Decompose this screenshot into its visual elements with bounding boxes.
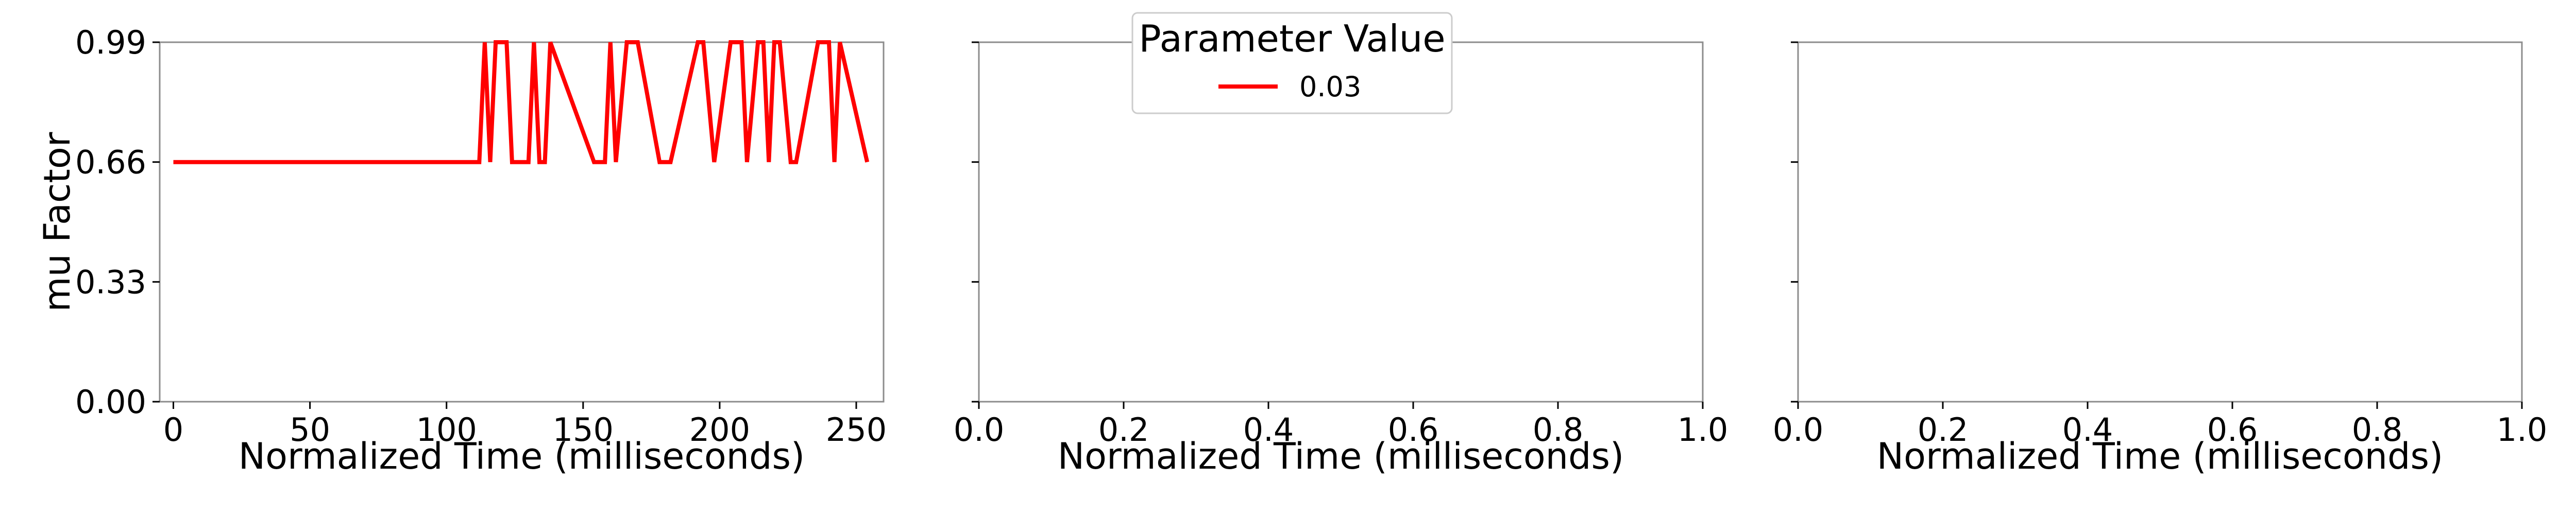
x-axis-label: Normalized Time (milliseconds): [1877, 435, 2444, 477]
chart-panel-3: 0.0 0.2 0.4 0.6 0.8 1.0 Normalized Time (milli…: [1773, 41, 2548, 477]
y-axis-label: mu Factor: [36, 132, 78, 312]
x-tick-label: 250: [826, 411, 887, 449]
x-tick-label: 0.8: [1533, 411, 1584, 449]
x-tick-label: 100: [416, 411, 477, 449]
y-tick-label: 0.00: [75, 383, 146, 421]
legend-frame: [1131, 12, 1453, 114]
x-axis-label: Normalized Time (milliseconds): [239, 435, 805, 477]
x-tick-label: 0.2: [1918, 411, 1969, 449]
x-axis-label: Normalized Time (milliseconds): [1058, 435, 1624, 477]
x-tick-label: 0.6: [1388, 411, 1439, 449]
x-tick-label: 0.4: [1243, 411, 1294, 449]
x-tick-label: 0.6: [2207, 411, 2258, 449]
plot-area-frame: [1797, 41, 2523, 403]
y-tick-label: 0.99: [75, 24, 146, 61]
x-tick-label: 200: [689, 411, 750, 449]
y-tick-label: 0.33: [75, 263, 146, 301]
x-tick-label: 1.0: [2497, 411, 2548, 449]
y-tick-label: 0.66: [75, 144, 146, 181]
x-tick-label: 0.2: [1098, 411, 1149, 449]
legend: Parameter Value 0.03: [1131, 12, 1453, 114]
chart-panel-1: 0.00 0.33 0.66 0.99 0 50 100 150 200 250 Normalize…: [36, 24, 887, 477]
x-tick-label: 150: [553, 411, 614, 449]
x-tick-label: 1.0: [1677, 411, 1728, 449]
x-tick-label: 50: [290, 411, 330, 449]
legend-title: Parameter Value: [1139, 17, 1445, 60]
x-tick-label: 0.4: [2062, 411, 2113, 449]
x-tick-label: 0.8: [2352, 411, 2403, 449]
x-tick-label: 0.0: [954, 411, 1005, 449]
series-line-0.03: [173, 40, 870, 164]
x-tick-label: 0: [163, 411, 183, 449]
x-tick-label: 0.0: [1773, 411, 1824, 449]
legend-entry-label: 0.03: [1299, 71, 1361, 103]
plot-area-frame: [159, 41, 885, 403]
